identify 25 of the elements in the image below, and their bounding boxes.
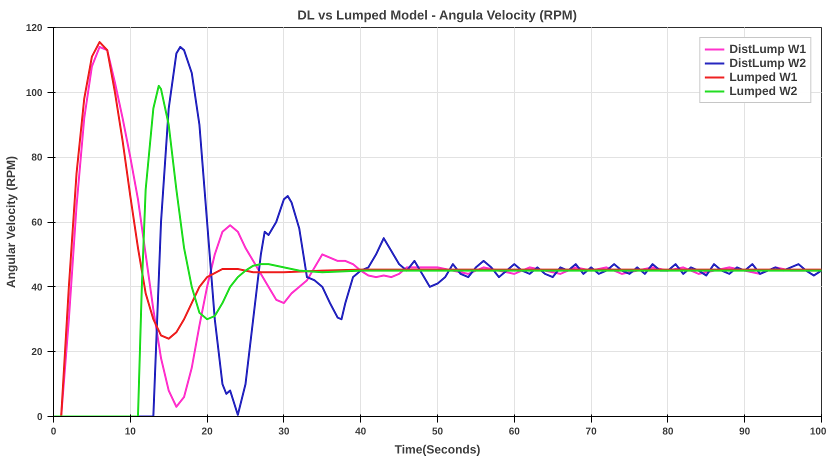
legend-label: DistLump W1 [729, 42, 806, 56]
y-axis-title: Angular Velocity (RPM) [4, 156, 18, 288]
x-tick-label: 30 [278, 426, 290, 438]
y-tick-label: 80 [31, 152, 43, 164]
y-tick-label: 40 [31, 282, 43, 294]
legend-label: DistLump W2 [729, 56, 806, 70]
x-tick-label: 0 [50, 426, 57, 438]
x-tick-label: 60 [508, 426, 520, 438]
y-tick-label: 20 [31, 347, 43, 358]
x-tick-label: 100 [810, 426, 826, 438]
y-tick-label: 120 [26, 23, 43, 34]
x-tick-label: 70 [586, 426, 598, 438]
legend-label: Lumped W1 [729, 70, 798, 84]
x-tick-label: 50 [432, 426, 444, 438]
y-tick-label: 100 [26, 88, 43, 99]
x-tick-label: 20 [202, 426, 214, 438]
chart-title: DL vs Lumped Model - Angula Velocity (RPM) [297, 8, 577, 22]
y-tick-label: 0 [36, 412, 43, 423]
x-tick-label: 90 [739, 426, 751, 438]
x-tick-label: 40 [355, 426, 367, 438]
x-tick-label: 80 [662, 426, 674, 438]
legend-label: Lumped W2 [729, 84, 798, 98]
y-tick-label: 60 [31, 218, 43, 228]
x-tick-label: 10 [124, 426, 136, 438]
x-axis-title: Time(Seconds) [394, 442, 480, 456]
